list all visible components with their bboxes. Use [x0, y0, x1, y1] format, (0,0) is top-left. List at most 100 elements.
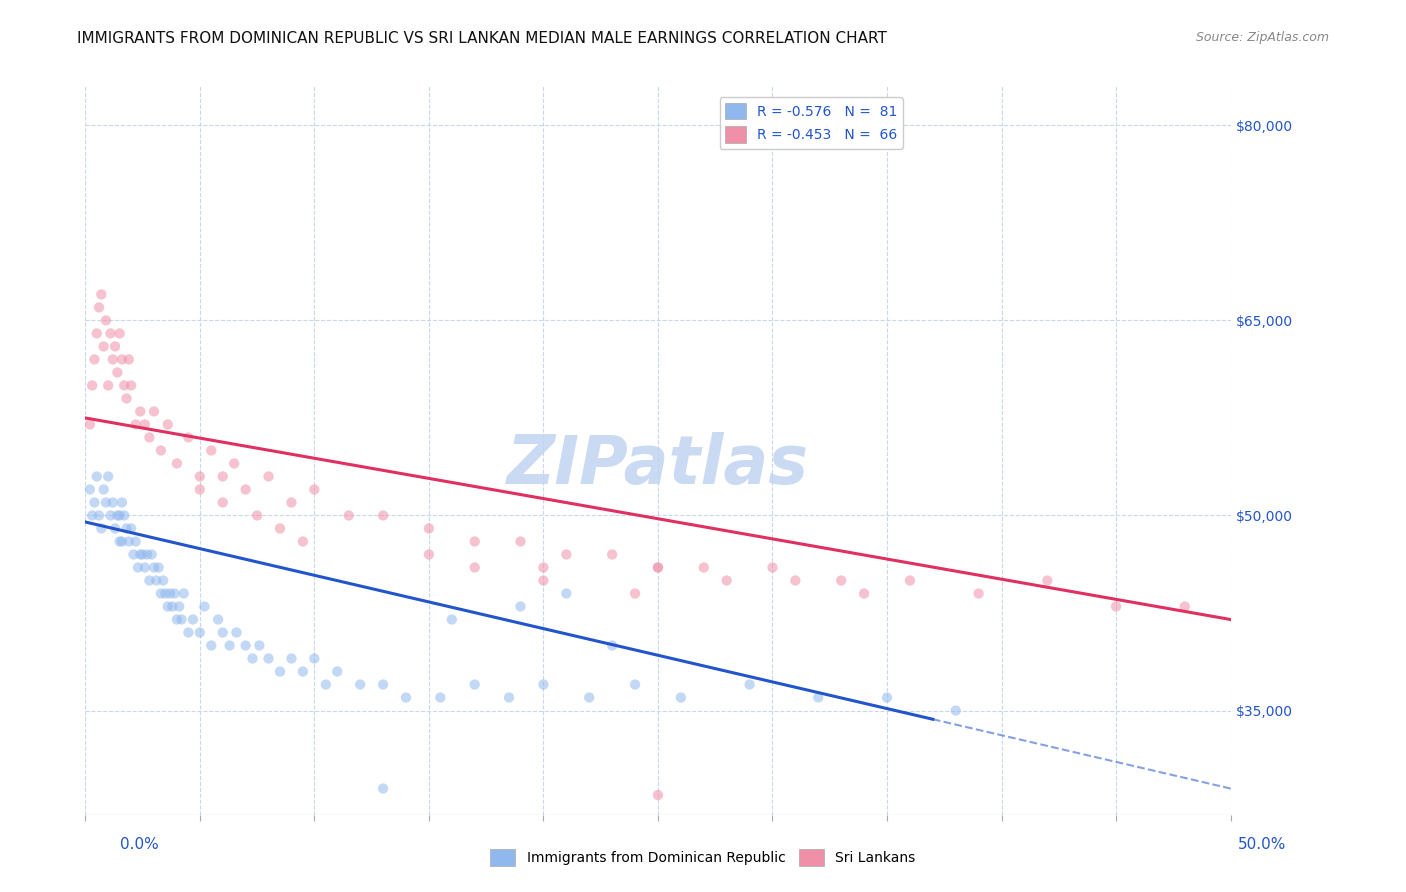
Point — [170, 613, 193, 627]
Point — [337, 508, 360, 523]
Point — [93, 339, 115, 353]
Legend: R = -0.576   N =  81, R = -0.453   N =  66: R = -0.576 N = 81, R = -0.453 N = 66 — [720, 97, 903, 149]
Point — [898, 574, 921, 588]
Point — [136, 548, 159, 562]
Point — [101, 352, 124, 367]
Point — [131, 548, 153, 562]
Point — [291, 534, 314, 549]
Point — [280, 495, 302, 509]
Point — [225, 625, 247, 640]
Point — [235, 483, 257, 497]
Point — [429, 690, 451, 705]
Point — [90, 287, 112, 301]
Text: ZIPatlas: ZIPatlas — [508, 432, 808, 498]
Point — [163, 586, 186, 600]
Point — [105, 366, 128, 380]
Point — [87, 301, 110, 315]
Point — [125, 534, 148, 549]
Point — [807, 690, 830, 705]
Point — [138, 574, 160, 588]
Point — [761, 560, 783, 574]
Point — [100, 326, 122, 341]
Point — [82, 378, 104, 392]
Point — [115, 521, 138, 535]
Point — [122, 548, 145, 562]
Point — [104, 339, 127, 353]
Point — [326, 665, 349, 679]
Point — [188, 469, 211, 483]
Point — [555, 586, 578, 600]
Point — [269, 521, 291, 535]
Point — [395, 690, 418, 705]
Point — [242, 651, 264, 665]
Point — [104, 521, 127, 535]
Point — [108, 534, 131, 549]
Point — [235, 639, 257, 653]
Point — [138, 430, 160, 444]
Point — [211, 625, 233, 640]
Point — [82, 508, 104, 523]
Point — [143, 560, 166, 574]
Point — [600, 548, 623, 562]
Point — [945, 704, 967, 718]
Point — [509, 599, 531, 614]
Point — [152, 574, 174, 588]
Point — [188, 483, 211, 497]
Point — [90, 521, 112, 535]
Text: Source: ZipAtlas.com: Source: ZipAtlas.com — [1195, 31, 1329, 45]
Point — [257, 469, 280, 483]
Point — [647, 788, 669, 802]
Point — [129, 548, 152, 562]
Point — [87, 508, 110, 523]
Point — [149, 443, 172, 458]
Point — [785, 574, 807, 588]
Point — [669, 690, 692, 705]
Point — [97, 469, 120, 483]
Point — [193, 599, 215, 614]
Point — [159, 586, 181, 600]
Point — [418, 548, 440, 562]
Point — [531, 574, 554, 588]
Point — [97, 378, 120, 392]
Point — [141, 548, 163, 562]
Point — [167, 599, 190, 614]
Point — [111, 352, 134, 367]
Point — [1036, 574, 1059, 588]
Point — [464, 677, 486, 691]
Point — [291, 665, 314, 679]
Point — [624, 586, 647, 600]
Point — [166, 613, 188, 627]
Point — [257, 651, 280, 665]
Point — [166, 457, 188, 471]
Point — [624, 677, 647, 691]
Point — [211, 469, 233, 483]
Point — [129, 404, 152, 418]
Point — [371, 508, 394, 523]
Point — [693, 560, 716, 574]
Point — [207, 613, 229, 627]
Point — [464, 560, 486, 574]
Point — [134, 417, 156, 432]
Point — [181, 613, 204, 627]
Point — [112, 378, 135, 392]
Point — [145, 574, 167, 588]
Point — [304, 483, 326, 497]
Point — [371, 781, 394, 796]
Point — [86, 469, 108, 483]
Point — [100, 508, 122, 523]
Point — [118, 352, 141, 367]
Point — [578, 690, 600, 705]
Point — [853, 586, 876, 600]
Point — [304, 651, 326, 665]
Point — [1105, 599, 1128, 614]
Point — [531, 560, 554, 574]
Point — [143, 404, 166, 418]
Point — [83, 495, 105, 509]
Point — [156, 599, 179, 614]
Point — [647, 560, 669, 574]
Point — [224, 457, 246, 471]
Point — [967, 586, 990, 600]
Point — [464, 534, 486, 549]
Point — [247, 639, 270, 653]
Point — [218, 639, 240, 653]
